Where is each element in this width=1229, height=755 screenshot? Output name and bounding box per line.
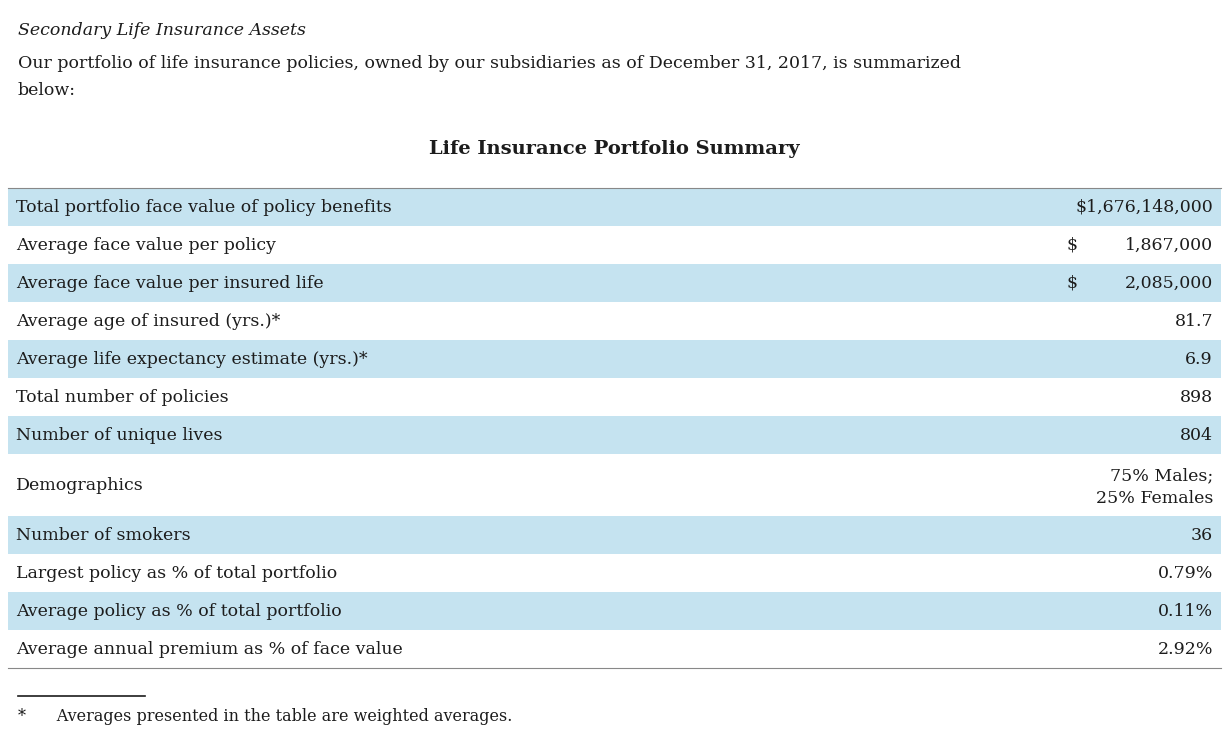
Bar: [9, 516, 1220, 554]
Text: Total portfolio face value of policy benefits: Total portfolio face value of policy ben…: [16, 199, 392, 215]
Text: $: $: [1066, 275, 1077, 291]
Text: 898: 898: [1180, 389, 1213, 405]
Text: Average face value per policy: Average face value per policy: [16, 236, 277, 254]
Text: 6.9: 6.9: [1186, 350, 1213, 368]
Text: 1,867,000: 1,867,000: [1125, 236, 1213, 254]
Text: 81.7: 81.7: [1175, 313, 1213, 329]
Text: Demographics: Demographics: [16, 476, 144, 494]
Text: Average annual premium as % of face value: Average annual premium as % of face valu…: [16, 640, 403, 658]
Text: 75% Males;: 75% Males;: [1110, 467, 1213, 484]
Text: Average policy as % of total portfolio: Average policy as % of total portfolio: [16, 602, 342, 620]
Text: Life Insurance Portfolio Summary: Life Insurance Portfolio Summary: [429, 140, 799, 158]
Bar: [9, 188, 1220, 226]
Text: 2.92%: 2.92%: [1158, 640, 1213, 658]
Text: $1,676,148,000: $1,676,148,000: [1075, 199, 1213, 215]
Text: Number of unique lives: Number of unique lives: [16, 427, 222, 443]
Text: 0.79%: 0.79%: [1158, 565, 1213, 581]
Text: Average age of insured (yrs.)*: Average age of insured (yrs.)*: [16, 313, 280, 329]
Text: Secondary Life Insurance Assets: Secondary Life Insurance Assets: [18, 22, 306, 39]
Text: 804: 804: [1180, 427, 1213, 443]
Text: *      Averages presented in the table are weighted averages.: * Averages presented in the table are we…: [18, 708, 512, 725]
Text: Largest policy as % of total portfolio: Largest policy as % of total portfolio: [16, 565, 337, 581]
Text: Total number of policies: Total number of policies: [16, 389, 229, 405]
Text: below:: below:: [18, 82, 76, 99]
Text: $: $: [1066, 236, 1077, 254]
Bar: [9, 264, 1220, 302]
Bar: [9, 302, 1220, 340]
Text: Our portfolio of life insurance policies, owned by our subsidiaries as of Decemb: Our portfolio of life insurance policies…: [18, 55, 961, 72]
Text: Average face value per insured life: Average face value per insured life: [16, 275, 323, 291]
Bar: [9, 454, 1220, 516]
Bar: [9, 592, 1220, 630]
Text: 36: 36: [1191, 526, 1213, 544]
Bar: [9, 340, 1220, 378]
Bar: [9, 416, 1220, 454]
Bar: [9, 630, 1220, 668]
Text: Number of smokers: Number of smokers: [16, 526, 190, 544]
Bar: [9, 226, 1220, 264]
Text: 0.11%: 0.11%: [1158, 602, 1213, 620]
Bar: [9, 554, 1220, 592]
Text: Average life expectancy estimate (yrs.)*: Average life expectancy estimate (yrs.)*: [16, 350, 367, 368]
Text: 25% Females: 25% Females: [1095, 490, 1213, 507]
Bar: [9, 378, 1220, 416]
Text: 2,085,000: 2,085,000: [1125, 275, 1213, 291]
